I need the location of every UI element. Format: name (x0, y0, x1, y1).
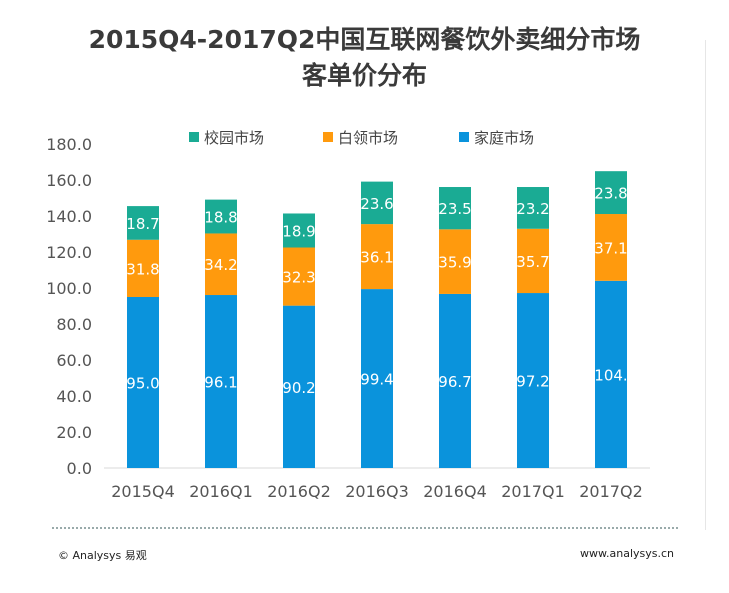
y-tick-label: 180.0 (46, 135, 92, 154)
y-tick-label: 80.0 (56, 315, 92, 334)
data-label: 18.9 (282, 222, 315, 240)
bar-segment (283, 213, 315, 248)
x-tick-label: 2016Q3 (345, 482, 409, 501)
legend-label: 校园市场 (204, 129, 264, 147)
bar-segment (361, 289, 393, 468)
data-label: 96.7 (438, 373, 471, 391)
bar-segment (127, 206, 159, 240)
x-tick-label: 2016Q2 (267, 482, 331, 501)
legend-swatch (189, 132, 199, 142)
y-tick-label: 160.0 (46, 171, 92, 190)
bar-segment (439, 293, 471, 468)
y-tick-label: 120.0 (46, 243, 92, 262)
bar-segment (517, 293, 549, 468)
bar-segment (517, 228, 549, 294)
y-tick-label: 60.0 (56, 351, 92, 370)
data-label: 35.7 (516, 253, 549, 271)
y-tick-label: 140.0 (46, 207, 92, 226)
data-label: 32.3 (282, 269, 315, 287)
copyright-text: © Analysys 易观 (58, 549, 147, 562)
x-tick-label: 2016Q4 (423, 482, 487, 501)
data-label: 23.8 (594, 185, 627, 203)
data-label: 90.2 (282, 379, 315, 397)
bar-segment (283, 305, 315, 468)
right-edge-line (705, 40, 706, 530)
bar-segment (205, 233, 237, 296)
stacked-bar-chart: 0.0 20.0 40.0 60.0 80.0 100.0 120.0 140.0 160.0 1… (46, 129, 650, 501)
bar-segment (439, 187, 471, 230)
bar-segment (127, 239, 159, 297)
y-tick-label: 40.0 (56, 387, 92, 406)
bar-segment (127, 297, 159, 468)
bar-segment (361, 224, 393, 290)
data-label: 96.1 (204, 374, 237, 392)
bar-segment (361, 181, 393, 225)
bar-segment (439, 229, 471, 294)
data-label: 34.2 (204, 256, 237, 274)
legend-label: 家庭市场 (474, 129, 534, 147)
bar-segment (205, 199, 237, 234)
bar-segment (595, 280, 627, 468)
data-label: 95.0 (126, 375, 159, 393)
data-label: 97.2 (516, 373, 549, 391)
y-tick-label: 100.0 (46, 279, 92, 298)
bar-segment (595, 214, 627, 281)
data-label: 23.6 (360, 195, 393, 213)
bar-segment (595, 171, 627, 215)
data-label: 31.8 (126, 260, 159, 278)
x-tick-label: 2017Q2 (579, 482, 643, 501)
data-label: 37.1 (594, 239, 627, 257)
data-label: 18.7 (126, 215, 159, 233)
chart-title-line1: 2015Q4-2017Q2中国互联网餐饮外卖细分市场 (88, 25, 641, 54)
data-label: 104. (594, 366, 627, 384)
data-label: 18.8 (204, 209, 237, 227)
x-tick-label: 2016Q1 (189, 482, 253, 501)
bar-segment (205, 295, 237, 468)
legend-swatch (323, 132, 333, 142)
y-tick-label: 0.0 (67, 459, 92, 478)
bar-segment (283, 247, 315, 306)
data-label: 99.4 (360, 371, 393, 389)
data-label: 23.5 (438, 200, 471, 218)
legend-swatch (459, 132, 469, 142)
legend-label: 白领市场 (338, 129, 398, 147)
x-tick-label: 2015Q4 (111, 482, 175, 501)
data-label: 35.9 (438, 254, 471, 272)
data-label: 36.1 (360, 249, 393, 267)
y-tick-label: 20.0 (56, 423, 92, 442)
website-url: www.analysys.cn (580, 547, 674, 560)
bar-segment (517, 187, 549, 229)
data-label: 23.2 (516, 200, 549, 218)
footer-divider (52, 527, 678, 529)
x-tick-label: 2017Q1 (501, 482, 565, 501)
chart-title-line2: 客单价分布 (301, 61, 427, 90)
